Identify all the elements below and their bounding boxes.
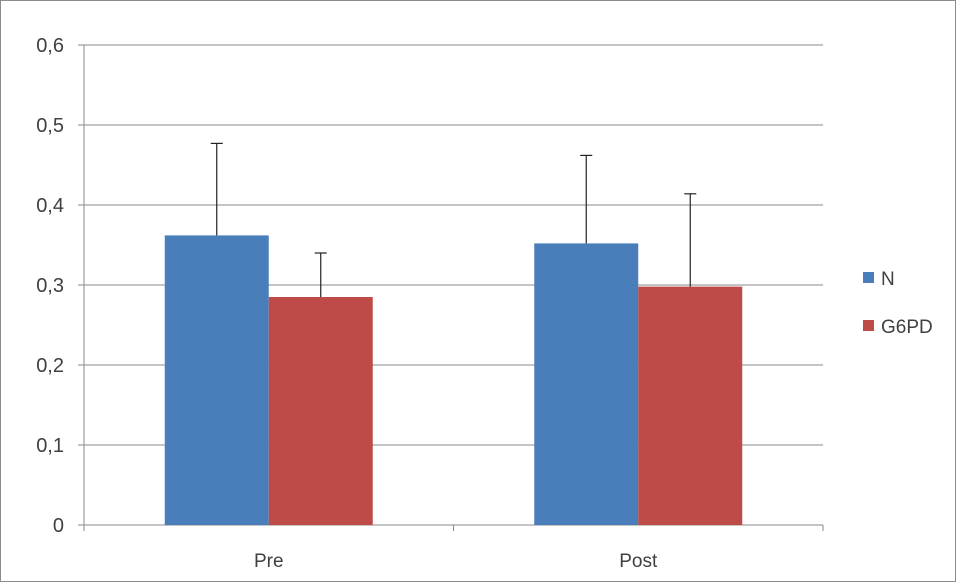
y-tick-label: 0,1 [36, 435, 64, 457]
bar-g6pd-post [638, 286, 743, 525]
bar-n-pre [164, 235, 269, 525]
bar-g6pd-pre [268, 297, 373, 525]
legend: N G6PD [863, 269, 933, 338]
error-bars [210, 142, 697, 297]
bars [164, 235, 743, 525]
legend-swatch-n [863, 272, 874, 283]
x-tick-labels: Pre Post [254, 551, 658, 572]
y-tick-labels: 0 0,1 0,2 0,3 0,4 0,5 0,6 [36, 35, 64, 537]
y-tick-label: 0,3 [36, 275, 64, 297]
y-tick-label: 0,6 [36, 35, 64, 57]
legend-label-n: N [881, 269, 895, 290]
legend-swatch-g6pd [863, 320, 874, 331]
legend-label-g6pd: G6PD [881, 317, 933, 338]
x-tick-label: Post [619, 551, 658, 572]
bar-n-post [534, 243, 639, 525]
x-tick-label: Pre [254, 551, 284, 572]
y-tick-label: 0 [53, 515, 64, 537]
y-tick-label: 0,5 [36, 115, 64, 137]
y-tick-label: 0,4 [36, 195, 64, 217]
y-tick-label: 0,2 [36, 355, 64, 377]
